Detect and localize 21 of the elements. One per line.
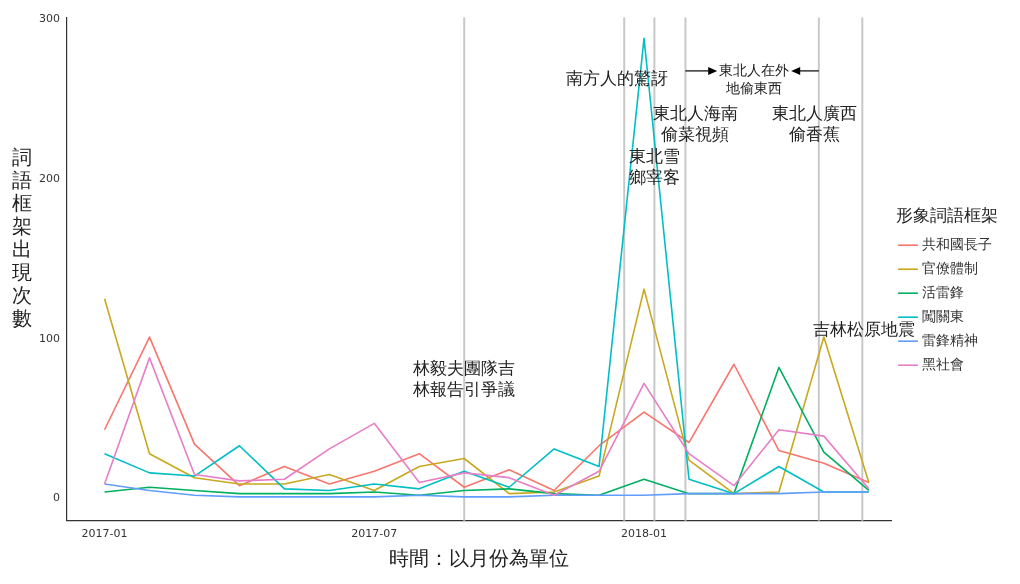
legend-title: 形象詞語框架 (895, 205, 998, 225)
x-tick-label: 2017-07 (351, 527, 398, 541)
legend-label: 闖關東 (922, 308, 964, 324)
y-tick-label: 300 (39, 12, 60, 26)
annotation: 東北人廣西偷香蕉 (771, 103, 857, 144)
legend-label: 雷鋒精神 (922, 332, 978, 348)
y-axis-title: 詞語框架出現次數 (12, 145, 32, 329)
x-tick-label: 2017-01 (81, 527, 128, 541)
legend-label: 共和國長子 (922, 236, 992, 252)
annotation: 林毅夫團隊吉林報告引爭議 (412, 359, 516, 400)
x-tick-label: 2018-01 (621, 527, 668, 541)
annotation: 吉林松原地震 (812, 320, 915, 340)
y-tick-label: 200 (39, 171, 60, 185)
legend-label: 黑社會 (922, 356, 964, 372)
annotation: 東北人在外地偷東西 (719, 62, 790, 96)
legend-label: 活雷鋒 (922, 284, 964, 300)
x-axis-title: 時間：以月份為單位 (389, 547, 569, 570)
annotation: 東北人海南偷菜視頻 (652, 103, 738, 144)
y-tick-label: 100 (39, 331, 60, 345)
legend-label: 官僚體制 (922, 260, 978, 276)
y-tick-label: 0 (53, 491, 60, 505)
